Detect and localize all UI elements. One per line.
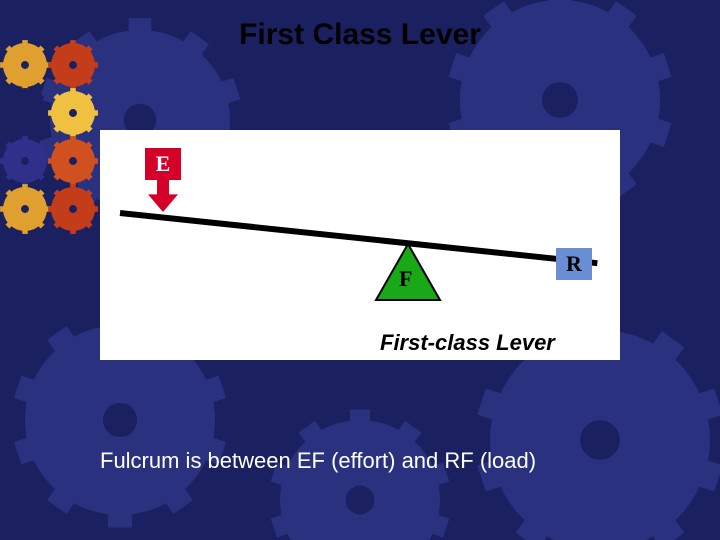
resistance-label-text: R (566, 251, 582, 276)
body-text: Fulcrum is between EF (effort) and RF (l… (100, 448, 536, 474)
slide-title-text: First Class Lever (239, 18, 481, 51)
diagram-caption-text: First-class Lever (380, 330, 555, 355)
effort-arrow-icon (148, 180, 178, 212)
body-text-content: Fulcrum is between EF (effort) and RF (l… (100, 448, 536, 473)
diagram-caption: First-class Lever (380, 330, 555, 356)
fulcrum-label: F (399, 266, 412, 292)
effort-label-box: E (145, 148, 181, 180)
slide-title: First Class Lever (0, 18, 720, 52)
fulcrum-label-text: F (399, 266, 412, 291)
effort-label-text: E (156, 151, 171, 176)
resistance-label-box: R (556, 248, 592, 280)
